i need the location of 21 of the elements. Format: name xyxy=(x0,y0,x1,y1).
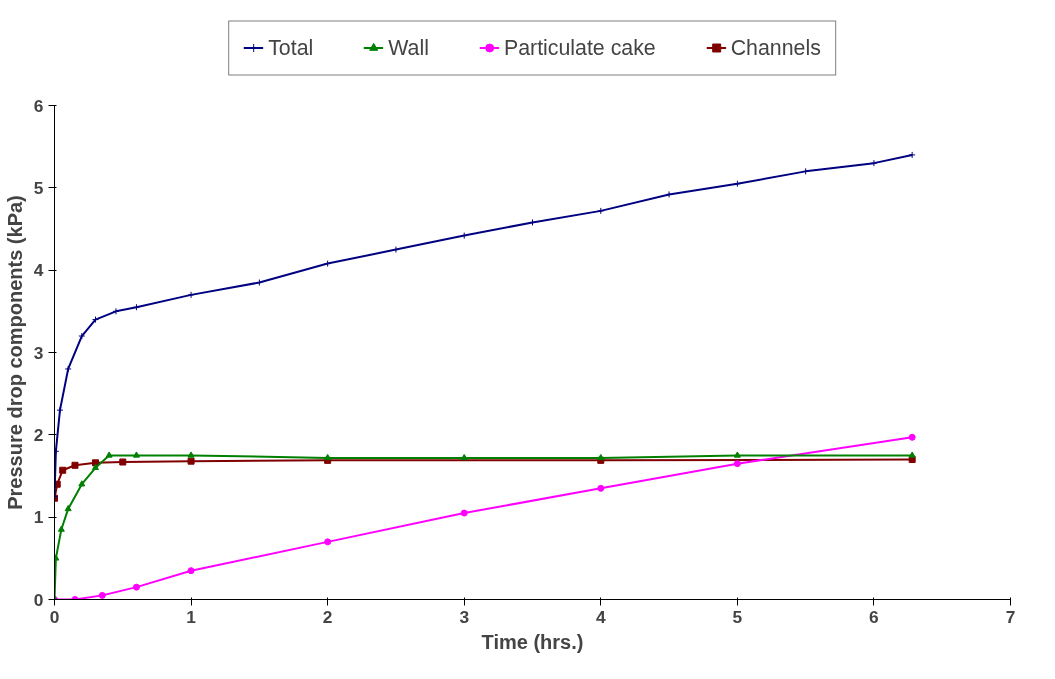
y-tick-label: 5 xyxy=(33,177,44,198)
legend-label: Wall xyxy=(388,35,429,60)
y-tick-label: 0 xyxy=(33,589,44,610)
y-tick-label: 2 xyxy=(33,424,44,445)
x-tick-label: 3 xyxy=(459,606,470,627)
x-tick-label: 0 xyxy=(49,606,60,627)
x-axis-title: Time (hrs.) xyxy=(481,630,584,653)
y-tick-label: 4 xyxy=(33,260,44,281)
legend-label: Particulate cake xyxy=(503,35,656,60)
y-tick-label: 3 xyxy=(33,342,44,363)
y-tick-label: 6 xyxy=(33,95,44,116)
x-tick-label: 7 xyxy=(1005,606,1016,627)
x-tick-label: 5 xyxy=(732,606,743,627)
x-tick-label: 6 xyxy=(869,606,880,627)
legend-label: Channels xyxy=(730,35,821,60)
y-tick-label: 1 xyxy=(33,507,44,528)
x-tick-label: 4 xyxy=(595,606,606,627)
x-tick-label: 2 xyxy=(322,606,333,627)
y-axis-title: Pressure drop components (kPa) xyxy=(3,195,26,510)
x-tick-label: 1 xyxy=(186,606,197,627)
legend-label: Total xyxy=(268,35,314,60)
